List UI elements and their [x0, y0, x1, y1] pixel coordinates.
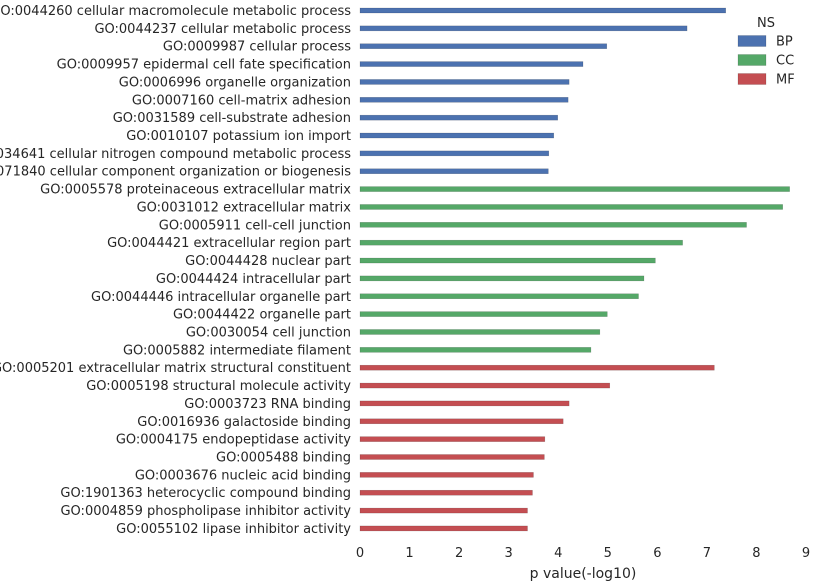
- category-label: GO:0009957 epidermal cell fate specifica…: [57, 58, 351, 73]
- bar-bp-8: [359, 132, 555, 139]
- category-label: GO:0044421 extracellular region part: [107, 236, 351, 251]
- category-label: GO:0044422 organelle part: [173, 308, 351, 323]
- legend-title: NS: [757, 16, 775, 31]
- category-label: GO:0009987 cellular process: [163, 40, 351, 55]
- category-label: GO:0005911 cell-cell junction: [159, 218, 351, 233]
- x-tick-label: 1: [405, 546, 413, 561]
- bar-mf-2: [359, 382, 611, 389]
- legend-label-cc: CC: [776, 54, 794, 69]
- bar-cc-10: [359, 347, 592, 353]
- category-label: GO:0005578 proteinaceous extracellular m…: [40, 183, 351, 198]
- bars-group: [359, 7, 790, 532]
- bar-mf-7: [359, 472, 534, 478]
- x-tick-label: 7: [703, 546, 711, 561]
- category-label: GO:0003676 nucleic acid binding: [135, 468, 351, 483]
- bar-bp-10: [359, 168, 549, 174]
- x-tick-label: 0: [356, 546, 364, 561]
- category-label: GO:1901363 heterocyclic compound binding: [60, 486, 351, 501]
- category-label: GO:0005488 binding: [216, 451, 351, 466]
- bar-mf-5: [359, 436, 546, 442]
- category-label: GO:0030054 cell junction: [186, 325, 351, 340]
- category-label: GO:0005201 extracellular matrix structur…: [0, 361, 351, 376]
- bar-bp-1: [359, 7, 726, 14]
- bar-mf-9: [359, 507, 528, 514]
- x-tick-label: 5: [604, 546, 612, 561]
- bar-cc-9: [359, 329, 601, 335]
- bar-bp-9: [359, 150, 550, 157]
- category-label: GO:0034641 cellular nitrogen compound me…: [0, 147, 351, 162]
- category-label: GO:0007160 cell-matrix adhesion: [132, 93, 351, 108]
- legend-swatch-cc: [737, 54, 767, 66]
- category-label: GO:0044237 cellular metabolic process: [94, 22, 351, 37]
- category-label: GO:0003723 RNA binding: [184, 397, 351, 412]
- legend-label-bp: BP: [776, 35, 793, 50]
- legend[interactable]: NS BP CC MF: [737, 16, 795, 88]
- category-label: GO:0005198 structural molecule activity: [86, 379, 351, 394]
- bar-mf-4: [359, 418, 564, 425]
- category-label: GO:0071840 cellular component organizati…: [0, 165, 351, 180]
- category-label: GO:0031589 cell-substrate adhesion: [113, 111, 351, 126]
- bar-mf-6: [359, 454, 545, 460]
- category-label: GO:0016936 galactoside binding: [137, 415, 351, 430]
- bar-bp-5: [359, 79, 570, 85]
- x-tick-label: 9: [802, 546, 810, 561]
- category-labels-group: GO:0044260 cellular macromolecule metabo…: [0, 4, 351, 537]
- category-label: GO:0031012 extracellular matrix: [137, 200, 352, 215]
- category-label: GO:0004175 endopeptidase activity: [116, 433, 351, 448]
- bar-bp-2: [359, 25, 688, 32]
- legend-swatch-mf: [737, 73, 767, 85]
- bar-cc-3: [359, 222, 747, 228]
- bar-mf-1: [359, 364, 715, 371]
- bar-bp-6: [359, 97, 569, 103]
- bar-bp-7: [359, 114, 558, 121]
- bar-cc-2: [359, 204, 783, 210]
- legend-label-mf: MF: [776, 73, 795, 88]
- category-label: GO:0044260 cellular macromolecule metabo…: [0, 4, 351, 19]
- category-label: GO:0005882 intermediate filament: [123, 343, 351, 358]
- x-tick-labels-group: 0 1 2 3 4 5 6 7 8 9: [356, 546, 810, 561]
- bar-cc-8: [359, 311, 608, 317]
- legend-swatch-bp: [737, 35, 767, 47]
- bar-mf-3: [359, 400, 570, 407]
- bar-cc-4: [359, 239, 683, 246]
- x-tick-label: 4: [554, 546, 562, 561]
- x-tick-label: 8: [752, 546, 760, 561]
- bar-cc-6: [359, 275, 645, 282]
- category-label: GO:0044424 intracellular part: [156, 272, 351, 287]
- category-label: GO:0004859 phospholipase inhibitor activ…: [60, 504, 351, 519]
- category-label: GO:0006996 organelle organization: [119, 75, 351, 90]
- legend-entries-group: BP CC MF: [737, 35, 795, 88]
- x-axis-label: p value(-log10): [530, 566, 637, 582]
- bar-bp-4: [359, 61, 584, 67]
- x-tick-label: 3: [505, 546, 513, 561]
- x-tick-label: 6: [653, 546, 661, 561]
- bar-mf-8: [359, 489, 533, 496]
- bar-bp-3: [359, 43, 608, 49]
- category-label: GO:0044446 intracellular organelle part: [91, 290, 351, 305]
- category-label: GO:0055102 lipase inhibitor activity: [116, 522, 351, 537]
- category-label: GO:0010107 potassium ion import: [126, 129, 351, 144]
- category-label: GO:0044428 nuclear part: [185, 254, 351, 269]
- x-tick-label: 2: [455, 546, 463, 561]
- bar-mf-10: [359, 525, 528, 532]
- bar-cc-7: [359, 293, 639, 300]
- bar-cc-5: [359, 257, 656, 264]
- bar-cc-1: [359, 186, 790, 192]
